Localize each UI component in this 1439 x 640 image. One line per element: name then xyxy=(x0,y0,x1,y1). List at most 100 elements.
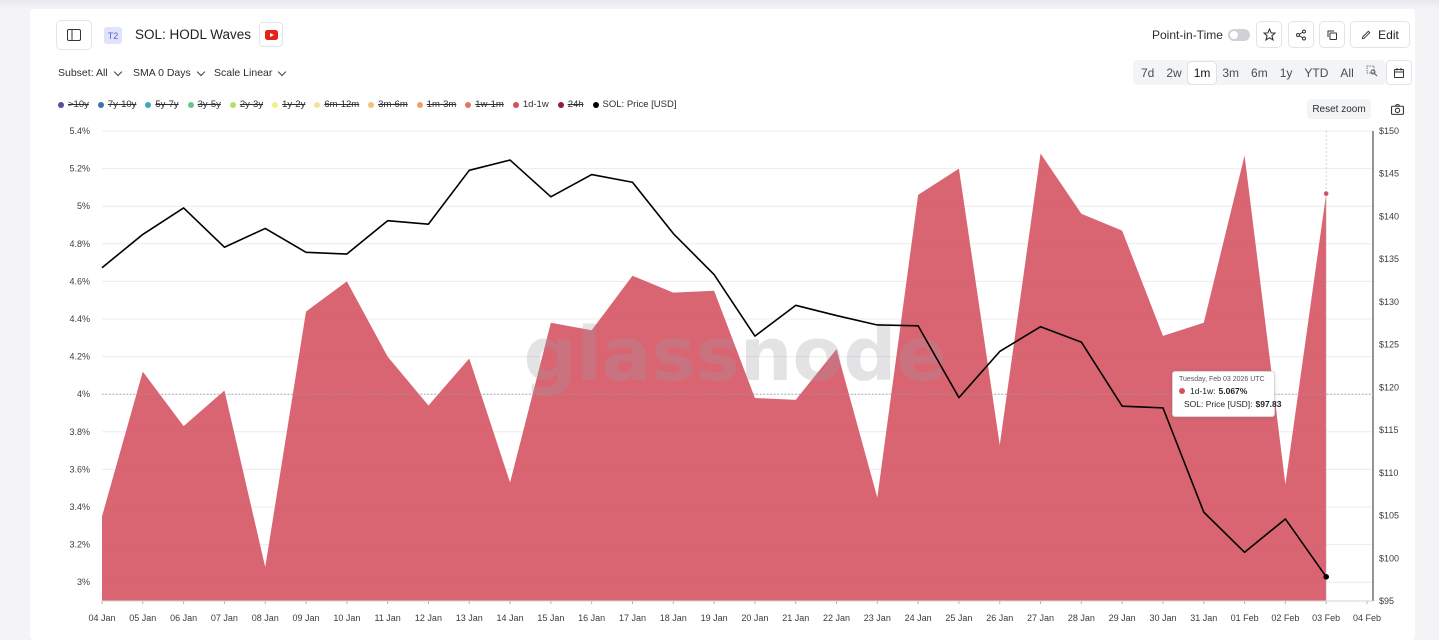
x-tick-label: 22 Jan xyxy=(823,613,850,623)
legend-dot xyxy=(229,101,236,108)
x-tick-label: 09 Jan xyxy=(293,613,320,623)
sidebar-icon xyxy=(67,29,81,41)
subset-dropdown[interactable]: Subset: All xyxy=(58,67,122,79)
range-1y[interactable]: 1y xyxy=(1279,65,1293,80)
range-7d[interactable]: 7d xyxy=(1141,65,1155,80)
y-right-tick-label: $130 xyxy=(1379,297,1399,307)
tier-badge: T2 xyxy=(104,27,122,44)
y-left-tick-label: 5.2% xyxy=(69,164,90,174)
legend-dot xyxy=(465,101,472,108)
range-6m[interactable]: 6m xyxy=(1251,65,1268,80)
screenshot-button[interactable] xyxy=(1386,99,1408,119)
legend-dot xyxy=(512,101,519,108)
legend-item[interactable]: SOL: Price [USD] xyxy=(592,99,676,110)
copy-button[interactable] xyxy=(1319,21,1345,48)
y-left-tick-label: 4.2% xyxy=(69,352,90,362)
tooltip-row-1d-1w: 1d-1w: 5.067% xyxy=(1179,386,1268,396)
x-tick-label: 11 Jan xyxy=(374,613,400,623)
x-tick-label: 08 Jan xyxy=(252,613,279,623)
legend-item[interactable]: 5y-7y xyxy=(145,99,179,110)
tooltip-date: Tuesday, Feb 03 2026 UTC xyxy=(1179,376,1265,383)
legend-dot xyxy=(145,101,152,108)
y-right-tick-label: $110 xyxy=(1379,468,1398,478)
area-series-1d-1w xyxy=(102,153,1327,601)
sma-dropdown[interactable]: SMA 0 Days xyxy=(133,67,206,79)
chart-legend: >10y 7y-10y 5y-7y 3y-5y 2y-3y 1y-2y 6m-12m 3m-6… xyxy=(58,99,685,110)
legend-label: 3y-5y xyxy=(197,99,221,110)
legend-item[interactable]: 3m-6m xyxy=(368,99,408,110)
pencil-icon xyxy=(1361,30,1371,40)
star-icon xyxy=(1262,28,1276,41)
x-tick-label: 02 Feb xyxy=(1271,613,1299,623)
share-button[interactable] xyxy=(1288,21,1314,48)
tooltip-label: SOL: Price [USD]: xyxy=(1184,399,1253,409)
legend-label: 7y-10y xyxy=(107,99,137,110)
legend-label: 1m-3m xyxy=(426,99,457,110)
y-right-tick-label: $150 xyxy=(1379,126,1399,136)
x-tick-label: 12 Jan xyxy=(415,613,442,623)
legend-item[interactable]: >10y xyxy=(58,99,89,110)
x-tick-label: 04 Feb xyxy=(1353,613,1381,623)
y-left-tick-label: 5.4% xyxy=(69,126,90,136)
reset-zoom-button[interactable]: Reset zoom xyxy=(1307,99,1371,119)
zoom-icon xyxy=(1366,65,1378,77)
calendar-button[interactable] xyxy=(1386,60,1412,85)
legend-label: 3m-6m xyxy=(378,99,408,110)
legend-item[interactable]: 6m-12m xyxy=(314,99,359,110)
scale-dropdown[interactable]: Scale Linear xyxy=(214,67,287,79)
page-title: SOL: HODL Waves xyxy=(135,27,252,42)
range-2w[interactable]: 2w xyxy=(1166,65,1182,80)
y-left-tick-label: 4.8% xyxy=(69,239,90,249)
legend-item[interactable]: 1m-3m xyxy=(416,99,457,110)
camera-icon xyxy=(1390,103,1404,115)
tooltip-value: 5.067% xyxy=(1218,386,1248,396)
x-tick-label: 18 Jan xyxy=(660,613,687,623)
x-tick-label: 07 Jan xyxy=(211,613,238,623)
tooltip-value: $97.83 xyxy=(1255,399,1282,409)
series-dot xyxy=(1179,388,1185,394)
point-in-time-toggle[interactable] xyxy=(1228,29,1250,41)
range-1m[interactable]: 1m xyxy=(1187,61,1217,84)
favorite-button[interactable] xyxy=(1256,21,1282,48)
x-tick-label: 21 Jan xyxy=(782,613,809,623)
edit-button[interactable]: Edit xyxy=(1350,21,1410,48)
legend-item[interactable]: 1w-1m xyxy=(465,99,504,110)
x-tick-label: 30 Jan xyxy=(1149,613,1176,623)
sma-label: SMA 0 Days xyxy=(133,67,191,79)
legend-item[interactable]: 1y-2y xyxy=(272,99,305,110)
y-left-tick-label: 3.6% xyxy=(69,464,90,474)
legend-label: 24h xyxy=(567,99,584,110)
youtube-button[interactable] xyxy=(259,22,283,47)
legend-item[interactable]: 3y-5y xyxy=(187,99,221,110)
legend-item[interactable]: 7y-10y xyxy=(97,99,137,110)
x-tick-label: 20 Jan xyxy=(741,613,768,623)
price-line-series xyxy=(101,159,1327,578)
y-left-tick-label: 3.4% xyxy=(69,502,90,512)
y-left-tick-label: 5% xyxy=(77,201,90,211)
legend-label: 1w-1m xyxy=(475,99,504,110)
x-tick-label: 17 Jan xyxy=(619,613,646,623)
legend-label: 2y-3y xyxy=(239,99,264,110)
x-tick-label: 15 Jan xyxy=(537,613,564,623)
chart-tooltip: Tuesday, Feb 03 2026 UTC 1d-1w: 5.067% SO… xyxy=(1172,371,1282,417)
legend-item[interactable]: 1d-1w xyxy=(512,99,549,110)
sidebar-toggle-button[interactable] xyxy=(56,20,92,50)
range-3m[interactable]: 3m xyxy=(1222,65,1240,80)
zoom-select-button[interactable] xyxy=(1360,61,1384,84)
y-left-tick-label: 4% xyxy=(77,389,90,399)
y-right-tick-label: $125 xyxy=(1379,340,1399,350)
point-in-time-label: Point-in-Time xyxy=(1152,28,1223,42)
x-tick-label: 23 Jan xyxy=(864,613,891,623)
legend-item[interactable]: 2y-3y xyxy=(229,99,264,110)
range-ytd[interactable]: YTD xyxy=(1304,65,1329,80)
range-all[interactable]: All xyxy=(1340,65,1354,80)
legend-item[interactable]: 24h xyxy=(557,99,584,110)
x-tick-label: 31 Jan xyxy=(1190,613,1217,623)
x-tick-label: 26 Jan xyxy=(986,613,1013,623)
y-right-tick-label: $105 xyxy=(1379,511,1399,521)
y-left-tick-label: 4.4% xyxy=(69,314,90,324)
x-tick-label: 01 Feb xyxy=(1231,613,1259,623)
x-tick-label: 10 Jan xyxy=(333,613,360,623)
legend-dot xyxy=(187,101,194,108)
